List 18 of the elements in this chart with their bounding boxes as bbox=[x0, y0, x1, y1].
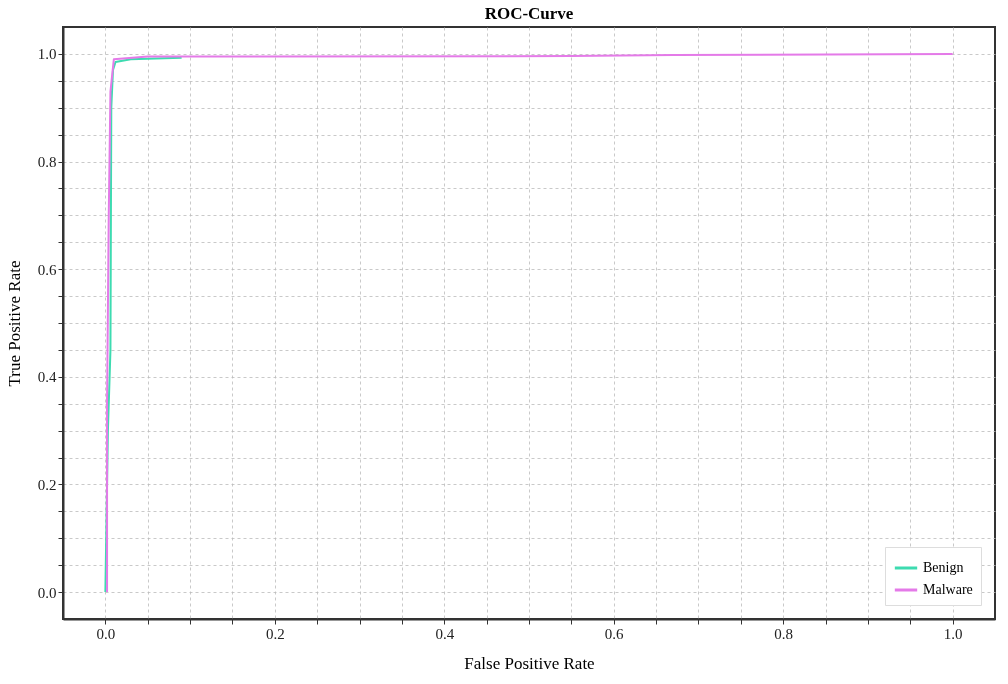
x-tick-label: 0.0 bbox=[96, 625, 116, 642]
y-axis-title: True Positive Rate bbox=[4, 260, 24, 387]
x-axis-title: False Positive Rate bbox=[464, 653, 595, 673]
y-tick-label: 0.6 bbox=[37, 261, 57, 278]
line-series bbox=[104, 56, 183, 594]
x-tick-label: 1.0 bbox=[943, 625, 963, 642]
y-tick-label: 0.2 bbox=[37, 476, 57, 493]
y-tick-label: 0.0 bbox=[37, 584, 57, 601]
chart-title: ROC-Curve bbox=[484, 4, 574, 23]
x-tick-label: 0.4 bbox=[435, 625, 455, 642]
y-tick-label: 0.8 bbox=[37, 154, 57, 171]
legend-label: Benign bbox=[923, 560, 964, 575]
y-tick-label: 1.0 bbox=[37, 46, 57, 63]
x-tick-label: 0.8 bbox=[774, 625, 794, 642]
x-tick-label: 0.6 bbox=[604, 625, 625, 642]
y-tick-label: 0.4 bbox=[37, 369, 57, 386]
legend-label: Malware bbox=[923, 582, 973, 597]
x-tick-label: 0.2 bbox=[265, 625, 285, 642]
